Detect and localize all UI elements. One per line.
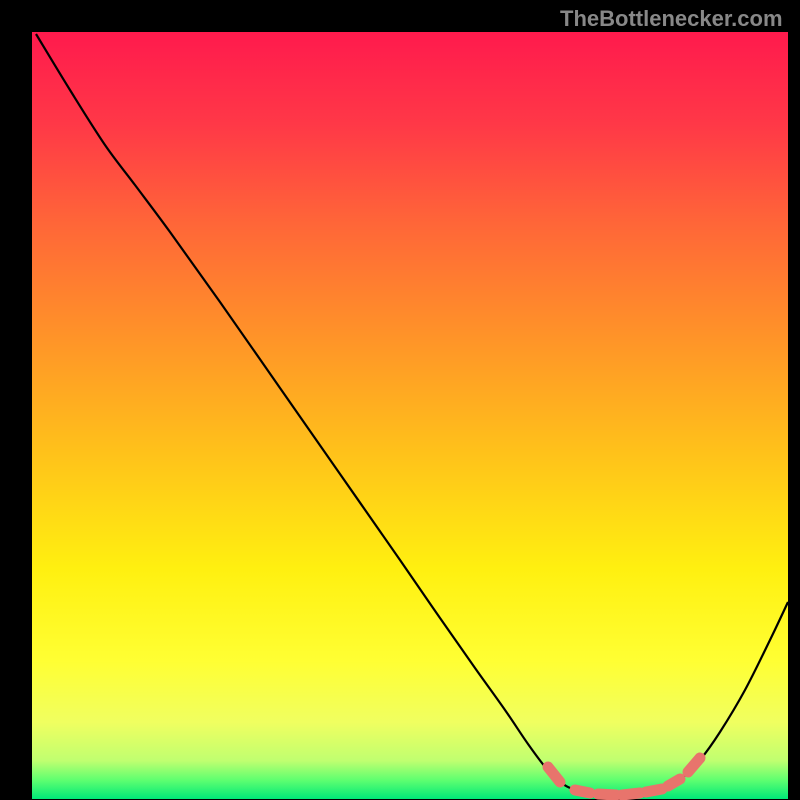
marker-segment: [598, 794, 616, 795]
marker-segment: [688, 758, 700, 772]
marker-segment: [668, 779, 680, 786]
marker-segment: [622, 793, 640, 795]
markers-layer: [0, 0, 800, 800]
watermark-text: TheBottlenecker.com: [560, 6, 783, 32]
bottleneck-chart: TheBottlenecker.com: [0, 0, 800, 800]
marker-segment: [575, 790, 590, 793]
marker-segment: [646, 789, 662, 792]
marker-segment: [548, 767, 560, 782]
